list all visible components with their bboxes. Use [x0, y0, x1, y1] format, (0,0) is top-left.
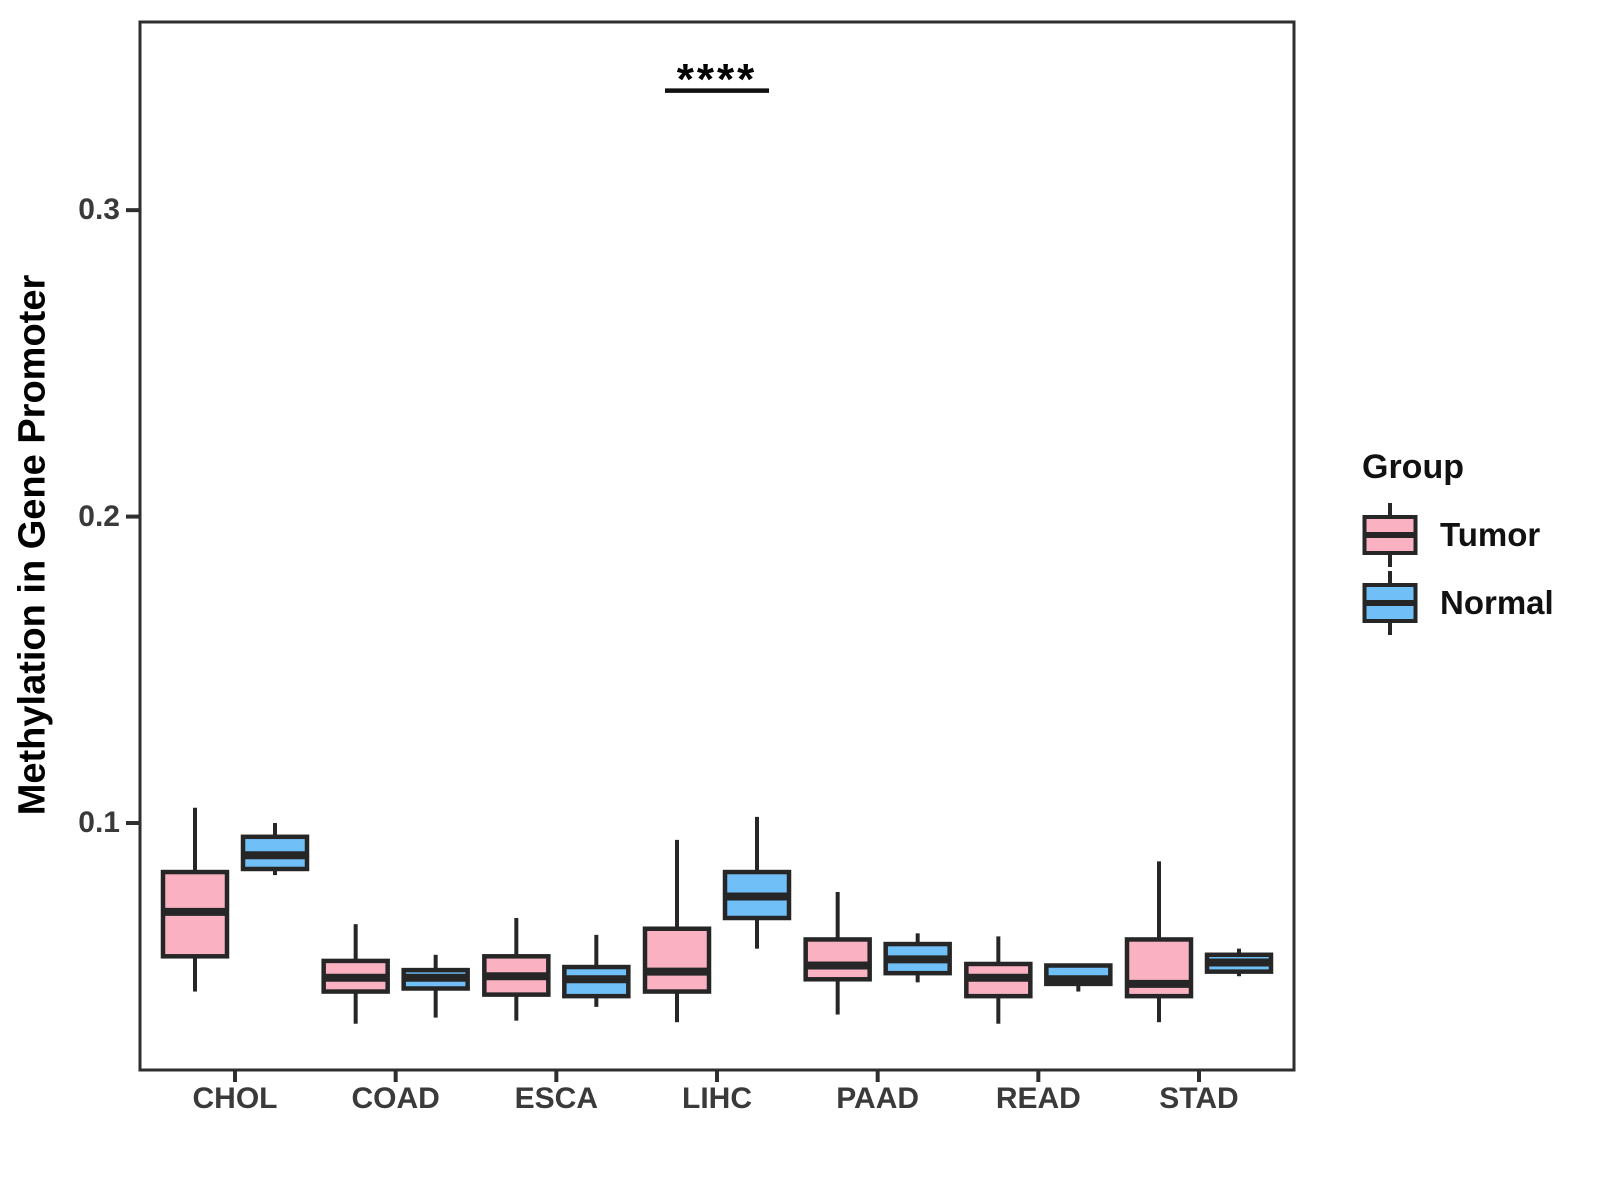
y-tick-label-0.2: 0.2 [78, 499, 120, 533]
x-category-label-lihc: LIHC [682, 1082, 752, 1115]
boxplot-paad-normal [883, 933, 952, 983]
y-tick-label-0.3: 0.3 [78, 193, 120, 227]
boxplot-read-tumor [964, 936, 1033, 1024]
legend-item-normal: Normal [1362, 569, 1554, 637]
x-category-label-chol: CHOL [192, 1082, 278, 1115]
boxplot-chol-tumor [160, 807, 230, 992]
x-category-label-stad: STAD [1159, 1082, 1239, 1115]
x-category-label-esca: ESCA [514, 1082, 598, 1115]
normal-boxplot-glyph-icon [1362, 571, 1418, 635]
boxplot-paad-tumor [803, 891, 872, 1015]
boxplot-chol-normal [240, 823, 310, 876]
boxplot-stad-tumor [1124, 861, 1194, 1023]
boxplot-read-normal [1044, 963, 1113, 992]
boxplot-coad-tumor [321, 924, 390, 1024]
legend-label-normal: Normal [1440, 584, 1554, 621]
boxplot-stad-normal [1204, 948, 1274, 977]
boxplot-coad-normal [401, 954, 470, 1018]
x-category-label-read: READ [995, 1082, 1081, 1115]
legend-item-tumor: Tumor [1362, 501, 1554, 569]
y-axis-title: Methylation in Gene Promoter [11, 274, 54, 816]
y-tick-label-0.1: 0.1 [78, 806, 120, 839]
boxplot-esca-tumor [482, 918, 551, 1021]
tumor-boxplot-glyph-icon [1362, 503, 1418, 567]
legend: Group Tumor Normal [1362, 448, 1554, 637]
x-category-label-coad: COAD [351, 1082, 440, 1115]
legend-label-tumor: Tumor [1440, 516, 1541, 553]
boxplot-esca-normal [562, 934, 631, 1007]
boxplot-lihc-normal [722, 816, 792, 949]
boxplot-lihc-tumor [642, 839, 712, 1023]
x-category-label-paad: PAAD [836, 1082, 920, 1115]
panel-border [138, 20, 1296, 1072]
legend-title: Group [1362, 448, 1464, 486]
significance-stars: **** [676, 55, 758, 105]
